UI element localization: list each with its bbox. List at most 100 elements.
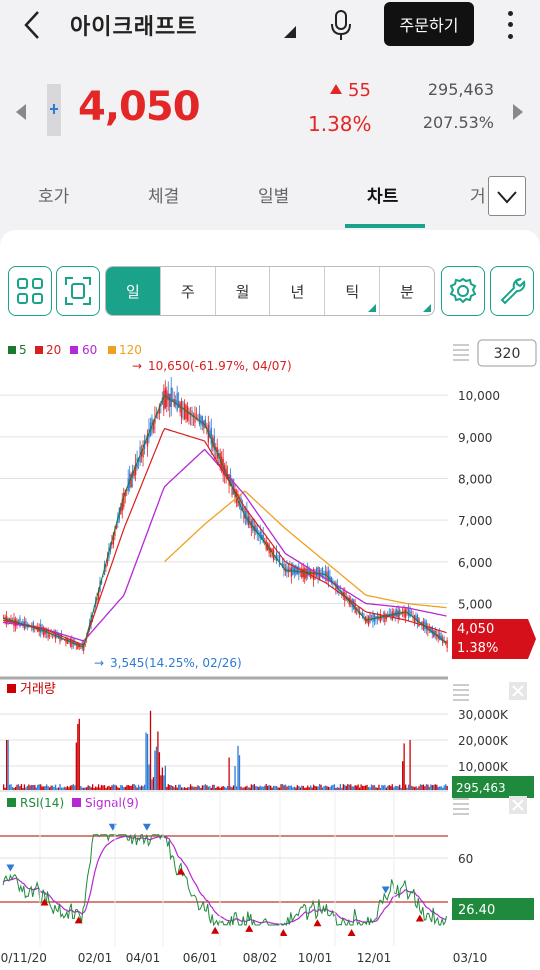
legend-ma60: 60 (82, 343, 97, 357)
volume-bar (172, 786, 174, 790)
tab-expand-button[interactable] (488, 176, 526, 216)
volume-bar (135, 785, 137, 790)
microphone-icon[interactable] (328, 8, 354, 42)
candle-body (258, 532, 260, 535)
tab-trades[interactable]: 체결 (148, 187, 180, 207)
chart-tools-button[interactable] (490, 266, 534, 316)
next-stock-icon[interactable] (513, 104, 523, 120)
volume-bar (244, 786, 247, 790)
volume-bar (181, 787, 183, 790)
candle-body (407, 608, 410, 617)
candle-body (283, 563, 285, 571)
order-button[interactable]: 주문하기 (384, 2, 474, 46)
tab-daily[interactable]: 일별 (258, 187, 290, 207)
period-year[interactable]: 년 (270, 267, 326, 315)
volume-bar (136, 787, 138, 790)
candle-body (393, 612, 395, 618)
period-minute[interactable]: 분 (380, 267, 434, 315)
rsi-badge (452, 898, 534, 920)
candle-body (415, 615, 417, 621)
candle-body (69, 639, 72, 646)
menu-lines-icon[interactable] (453, 684, 469, 701)
close-icon[interactable] (509, 682, 527, 700)
volume-bar (28, 784, 30, 790)
more-options-icon[interactable] (500, 8, 520, 42)
volume-bar (286, 786, 288, 790)
menu-lines-icon[interactable] (453, 798, 469, 815)
sell-signal-icon (6, 864, 15, 872)
candle-body (369, 614, 371, 623)
volume-bar (143, 784, 146, 790)
legend-ma20: 20 (46, 343, 61, 357)
volume-bar (298, 785, 300, 790)
volume-bar (406, 787, 408, 790)
volume-bar (178, 784, 180, 790)
period-tick[interactable]: 틱 (325, 267, 381, 315)
tab-orderbook[interactable]: 호가 (38, 187, 70, 207)
volume-bar (121, 785, 123, 790)
candle-body (77, 642, 79, 649)
low-annotation: 3,545(14.25%, 02/26) (110, 656, 242, 670)
volume-bar (155, 746, 158, 790)
volume-bar (109, 787, 112, 790)
volume-bar (364, 785, 367, 790)
volume-bar (105, 787, 107, 790)
volume-bar (446, 785, 448, 790)
volume-bar (192, 786, 195, 790)
volume-bar (433, 784, 435, 790)
stock-name[interactable]: 아이크래프트 (70, 15, 198, 40)
volume-badge (452, 776, 534, 798)
candle-body (106, 557, 109, 564)
tab-chart[interactable]: 차트 (367, 187, 399, 207)
candle-body (439, 632, 441, 640)
fullscreen-button[interactable] (56, 266, 100, 316)
volume-bar (283, 785, 285, 790)
volume-bar (253, 784, 255, 790)
period-day[interactable]: 일 (106, 267, 161, 315)
candle-body (341, 591, 343, 593)
candle-body (126, 489, 128, 491)
volume-bar (170, 785, 172, 790)
fullscreen-icon (65, 277, 91, 305)
period-week[interactable]: 주 (161, 267, 216, 315)
candle-body (81, 642, 83, 649)
volume-bar (84, 787, 86, 790)
volume-bar (308, 787, 310, 790)
volume-bar (379, 787, 382, 790)
date-label: 08/02 (243, 951, 278, 965)
volume-bar (212, 784, 214, 790)
volume-bar (114, 784, 116, 790)
volume-bar (102, 785, 104, 790)
volume-bar (421, 784, 423, 790)
period-month[interactable]: 월 (216, 267, 271, 315)
volume-bar (370, 784, 373, 790)
price-change-value: 55 (348, 80, 371, 101)
volume-bar (258, 786, 260, 790)
stock-dropdown-icon[interactable] (284, 26, 296, 38)
candle-body (373, 613, 376, 622)
volume-bar (123, 787, 125, 790)
volume-bar (132, 784, 134, 790)
candle-body (124, 491, 126, 497)
menu-lines-icon[interactable] (453, 344, 469, 361)
active-tab-indicator (345, 224, 425, 228)
volume-bar (321, 787, 324, 790)
volume-bar (356, 785, 358, 790)
volume-bar (243, 787, 245, 790)
date-label: 10/01 (298, 951, 333, 965)
layout-grid-button[interactable] (8, 266, 52, 316)
tab-more-partial[interactable]: 거 (470, 187, 486, 207)
volume-bar (206, 785, 208, 790)
prev-stock-icon[interactable] (16, 104, 26, 120)
volume-bar (278, 787, 281, 790)
volume-bar (359, 787, 361, 790)
candle-body (240, 497, 242, 511)
close-icon[interactable] (509, 796, 527, 814)
count-box[interactable] (477, 339, 537, 367)
chart-settings-button[interactable] (441, 266, 485, 316)
volume-bar (175, 784, 177, 790)
volume-bar (327, 786, 330, 790)
volume-bar (363, 785, 365, 790)
back-arrow-icon[interactable] (18, 8, 48, 42)
